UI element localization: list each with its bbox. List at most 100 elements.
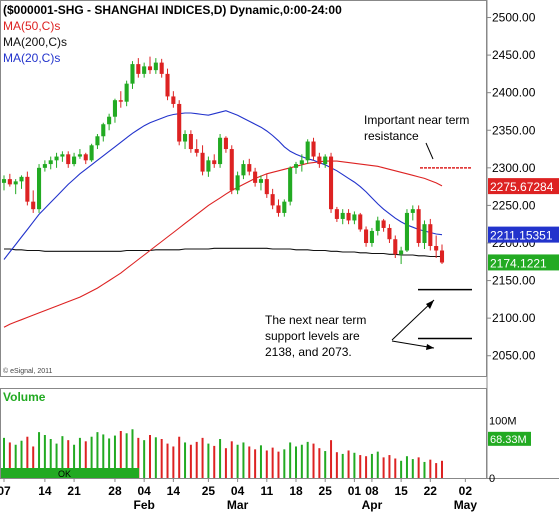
candle-body (439, 250, 445, 263)
time-month-label: Apr (362, 498, 383, 512)
candle-body (387, 227, 392, 240)
volume-badge-label: 68.33M (490, 434, 527, 446)
candle-body (276, 205, 281, 213)
candle-body (317, 156, 322, 165)
candle-body (334, 209, 339, 219)
candle-body (7, 179, 12, 185)
candle-body (77, 154, 82, 157)
price-badge (488, 226, 559, 243)
candle-body (223, 137, 228, 150)
candle-body (323, 156, 328, 165)
candle-body (293, 164, 299, 168)
candle-body (36, 167, 42, 210)
time-day-label: 04 (137, 484, 151, 498)
candle-body (31, 201, 36, 210)
candle-body (153, 62, 158, 71)
volume-title: Volume (3, 390, 46, 404)
ma20-line (3, 110, 443, 260)
candle-body (48, 160, 53, 165)
candle-body (25, 176, 30, 202)
time-day-label: 04 (231, 484, 245, 498)
price-tick-label: 2050.00 (492, 349, 536, 363)
volume-badge (488, 431, 531, 446)
candle-body (89, 145, 94, 161)
candle-body (299, 160, 304, 165)
resistance-annotation-line-1: Important near term (364, 113, 469, 127)
price-tick-label: 2300.00 (492, 161, 536, 175)
candle-body (118, 100, 123, 102)
candle-body (288, 167, 293, 202)
candle-body (340, 212, 345, 219)
candle-body (247, 164, 252, 172)
price-level-lines (418, 167, 472, 340)
candle-body (60, 154, 65, 157)
price-panel-frame (0, 0, 487, 377)
candle-body (422, 224, 427, 243)
price-badges: 2275.67284 2211.15351 2174.1221 (488, 178, 559, 271)
candle-body (124, 83, 129, 102)
time-month-label: Feb (133, 498, 154, 512)
candle-body (42, 164, 47, 168)
support-annotation-line-2: support levels are (265, 329, 360, 343)
candle-body (410, 209, 415, 213)
candle-body (404, 212, 410, 251)
candle-body (235, 175, 240, 191)
candle-body (364, 229, 369, 243)
candle-body (130, 64, 135, 84)
price-badge-label: 2174.1221 (490, 256, 547, 270)
candle-body (346, 212, 351, 221)
candle-body (393, 239, 398, 255)
candle-body (1, 179, 7, 183)
candle-body (171, 96, 176, 104)
candle-body (428, 224, 433, 246)
candle-body (101, 124, 106, 137)
candle-body (54, 156, 59, 161)
time-day-label: 14 (167, 484, 181, 498)
candle-body (434, 245, 439, 251)
time-day-label: 07 (0, 484, 11, 498)
candle-body (142, 66, 147, 74)
time-day-label: 14 (38, 484, 52, 498)
price-tick-label: 2100.00 (492, 311, 536, 325)
time-month-label: May (454, 498, 478, 512)
volume-tick-label: 100M (489, 416, 517, 428)
candle-body (369, 230, 374, 243)
ma200-line (4, 247, 442, 258)
candle-body (165, 73, 170, 97)
candle-body (381, 220, 386, 228)
volume-tick-label: 0 (489, 473, 495, 485)
time-day-label: 08 (365, 484, 379, 498)
ma200-label: MA(200,C)s (3, 35, 67, 49)
candle-body (358, 214, 363, 230)
ma50-line (3, 160, 443, 328)
candle-body (264, 179, 269, 195)
candle-body (375, 220, 380, 231)
volume-axis: 100M 0 68.33M (488, 416, 531, 485)
time-day-label: 22 (424, 484, 438, 498)
candle-body (83, 154, 88, 161)
volume-series (3, 429, 443, 478)
candle-body (66, 154, 71, 165)
candle-body (107, 116, 112, 125)
ma50-label: MA(50,C)s (3, 19, 60, 33)
support-arrow-upper (391, 299, 435, 341)
price-tick-label: 2500.00 (492, 11, 536, 25)
candle-body (159, 62, 164, 74)
candle-body (72, 156, 77, 165)
time-day-label: 01 (348, 484, 362, 498)
candlestick-series (1, 56, 445, 265)
candle-body (206, 160, 211, 172)
candle-body (182, 134, 188, 142)
time-day-label: 28 (108, 484, 122, 498)
price-tick-label: 2450.00 (492, 48, 536, 62)
chart-title: ($000001-SHG - SHANGHAI INDICES,D) Dynam… (3, 3, 342, 17)
price-badge-label: 2275.67284 (490, 180, 554, 194)
price-badge-label: 2211.15351 (490, 229, 553, 243)
resistance-annotation-line-2: resistance (364, 129, 419, 143)
ma20-label: MA(20,C)s (3, 51, 60, 65)
candle-body (311, 141, 316, 157)
candle-body (416, 209, 421, 243)
candle-body (328, 156, 334, 210)
time-day-label: 02 (459, 484, 473, 498)
price-badge (488, 254, 559, 271)
